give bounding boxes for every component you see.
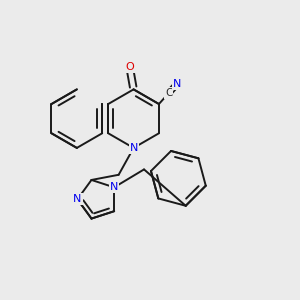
Text: C: C bbox=[165, 88, 172, 98]
Text: N: N bbox=[129, 143, 138, 153]
Text: N: N bbox=[110, 182, 118, 192]
Text: N: N bbox=[173, 79, 181, 89]
Text: N: N bbox=[73, 194, 82, 204]
Text: O: O bbox=[125, 62, 134, 72]
